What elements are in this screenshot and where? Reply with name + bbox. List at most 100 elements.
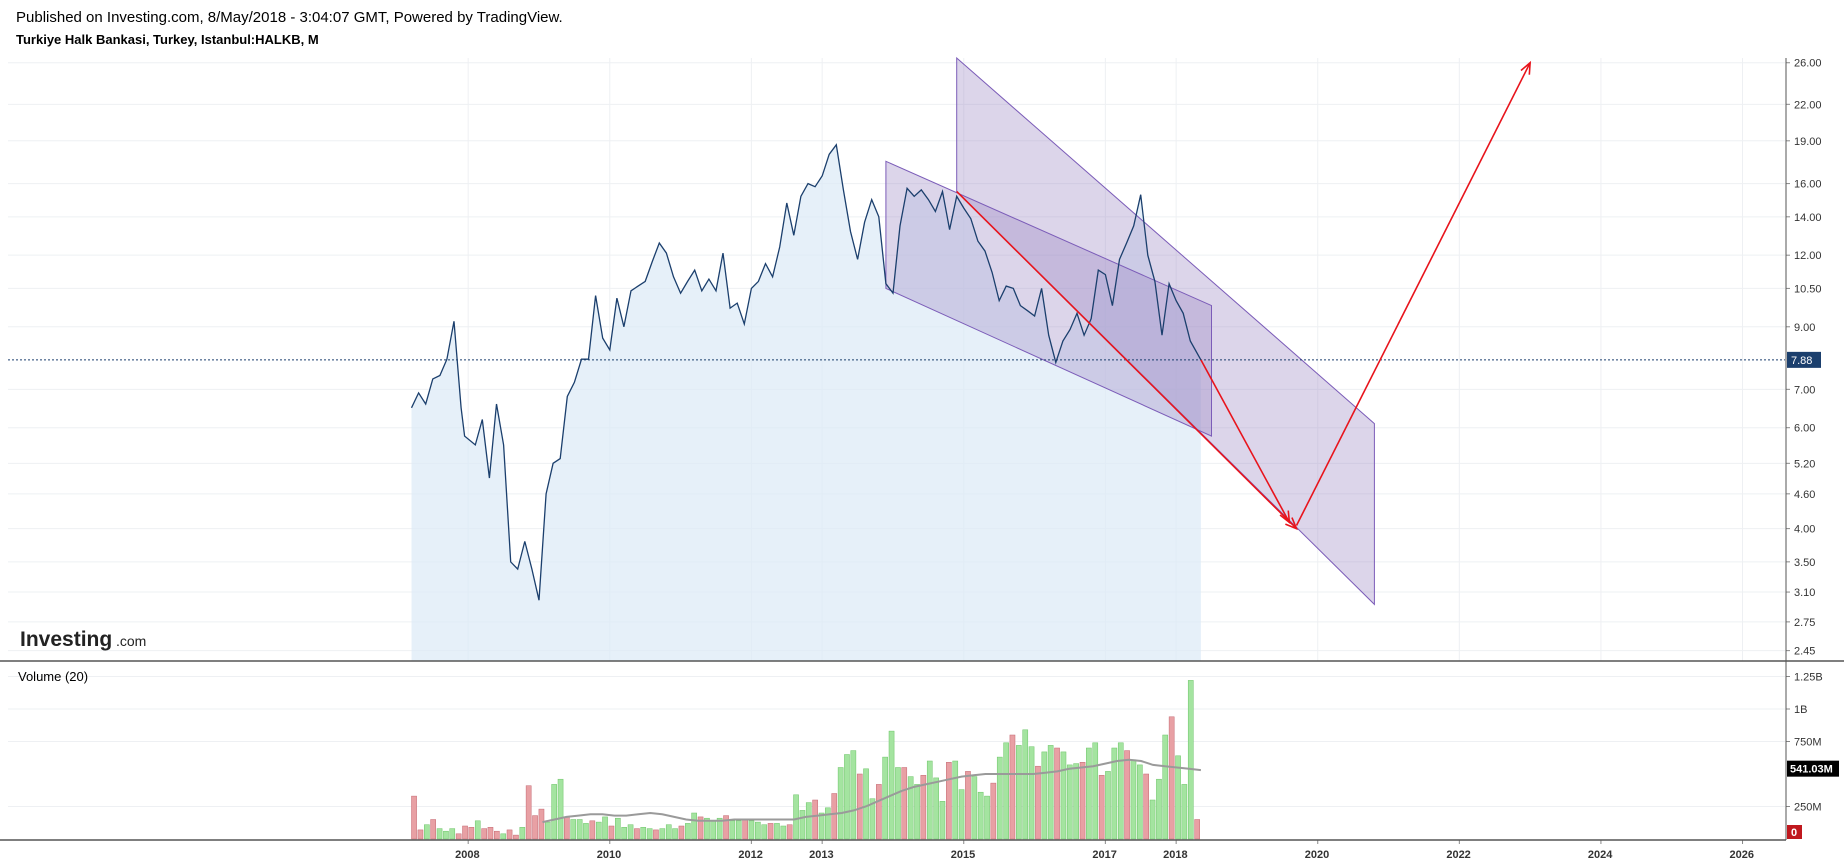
volume-bar — [1162, 734, 1169, 840]
volume-bar — [1156, 778, 1162, 840]
volume-bar — [704, 817, 710, 840]
volume-axis: 1.25B 1B 750M 250M 541.03M 0 — [1786, 672, 1839, 839]
published-caption: Published on Investing.com, 8/May/2018 -… — [16, 9, 563, 26]
volume-bar — [1130, 759, 1137, 840]
volume-bar — [946, 762, 952, 840]
volume-bar — [653, 829, 659, 840]
volume-bar — [1092, 742, 1099, 840]
volume-bar — [487, 827, 494, 840]
volume-bar — [436, 828, 443, 840]
volume-bar — [538, 808, 545, 840]
volume-bar — [901, 767, 908, 840]
volume-bar — [805, 802, 812, 840]
volume-bar — [697, 816, 704, 840]
volume-bar — [856, 773, 863, 840]
channel-large — [956, 56, 1375, 606]
volume-bar — [793, 794, 799, 840]
investing-logo: Investing .com — [20, 628, 146, 651]
volume-bar — [417, 829, 424, 840]
volume-bar — [1035, 765, 1041, 840]
volume-bar — [1009, 734, 1016, 840]
time-tick-label: 2018 — [1163, 849, 1187, 861]
logo-main: Investing — [20, 628, 112, 651]
volume-bar — [1137, 764, 1143, 840]
volume-bar — [1003, 742, 1009, 840]
volume-bar — [990, 782, 997, 840]
volume-bar — [634, 828, 640, 840]
price-tick-label: 16.00 — [1794, 179, 1822, 191]
arrow-head — [1285, 517, 1298, 531]
volume-bar — [1111, 747, 1118, 840]
price-tick-label: 19.00 — [1794, 136, 1822, 148]
volume-bar — [1117, 742, 1124, 840]
volume-bar — [952, 760, 959, 840]
volume-bar — [678, 825, 685, 840]
volume-bar — [608, 825, 615, 840]
volume-bar — [589, 820, 596, 840]
volume-bar — [1022, 729, 1029, 840]
price-tick-label: 6.00 — [1794, 423, 1815, 435]
volume-bar — [1105, 771, 1111, 840]
time-tick-label: 2008 — [455, 849, 479, 861]
last-volume-label: 541.03M — [1790, 764, 1833, 776]
vol-tick-label: 1B — [1794, 704, 1807, 716]
volume-bar — [818, 812, 825, 840]
volume-bar — [430, 819, 436, 840]
volume-bar — [462, 825, 468, 840]
volume-bar — [1016, 745, 1022, 840]
zero-tag — [1787, 825, 1802, 839]
volume-bar — [1079, 762, 1086, 840]
volume-bar — [570, 819, 577, 840]
price-tick-label: 3.50 — [1794, 557, 1815, 569]
volume-bar — [914, 784, 920, 840]
volume-bar — [767, 823, 774, 840]
channel-small — [885, 160, 1212, 437]
volume-bar — [735, 820, 742, 840]
volume-bar — [411, 795, 417, 840]
price-axis: 2.45 2.75 3.10 3.50 4.00 4.60 5.20 6.00 7.00 9.00… — [1786, 58, 1822, 658]
volume-bar — [474, 820, 481, 840]
volume-ma — [542, 758, 1202, 824]
volume-bar — [965, 771, 971, 840]
volume-bar — [844, 754, 850, 840]
volume-bar — [557, 778, 564, 840]
vol-tick-label: 1.25B — [1794, 672, 1823, 684]
volume-bar — [551, 784, 557, 840]
volume-bar — [672, 828, 678, 840]
volume-bar — [933, 777, 939, 840]
price-area — [411, 144, 1201, 662]
volume-bar — [481, 828, 487, 840]
price-tick-label: 4.00 — [1794, 524, 1815, 536]
arrow-line — [1200, 359, 1291, 523]
volume-bar — [984, 795, 990, 840]
volume-bar — [595, 821, 602, 840]
volume-bar — [1124, 750, 1130, 840]
time-tick-label: 2020 — [1305, 849, 1329, 861]
price-tick-label: 10.50 — [1794, 283, 1822, 295]
volume-bar — [665, 824, 672, 840]
volume-bar — [506, 829, 513, 840]
volume-bar — [710, 820, 717, 840]
volume-bar — [1028, 746, 1035, 840]
time-tick-label: 2017 — [1092, 849, 1116, 861]
volume-bar — [876, 784, 882, 840]
volume-bar — [926, 760, 933, 840]
volume-bar — [564, 816, 570, 840]
volume-bar — [544, 821, 551, 840]
volume-bar — [723, 815, 729, 840]
arrow-line — [1295, 62, 1531, 526]
volume-bar — [780, 825, 787, 840]
volume-bar — [729, 820, 736, 840]
last-price-label: 7.88 — [1791, 355, 1812, 367]
price-tick-label: 9.00 — [1794, 322, 1815, 334]
price-tick-label: 22.00 — [1794, 99, 1822, 111]
volume-ma-line — [542, 758, 1202, 824]
volume-bar — [825, 807, 831, 840]
volume-title: Volume (20) — [18, 669, 88, 684]
volume-bar — [691, 812, 697, 840]
volume-bar — [449, 828, 456, 840]
volume-bar — [971, 776, 978, 840]
volume-bar — [576, 819, 583, 840]
volume-bar — [621, 827, 627, 840]
price-tick-label: 26.00 — [1794, 58, 1822, 70]
